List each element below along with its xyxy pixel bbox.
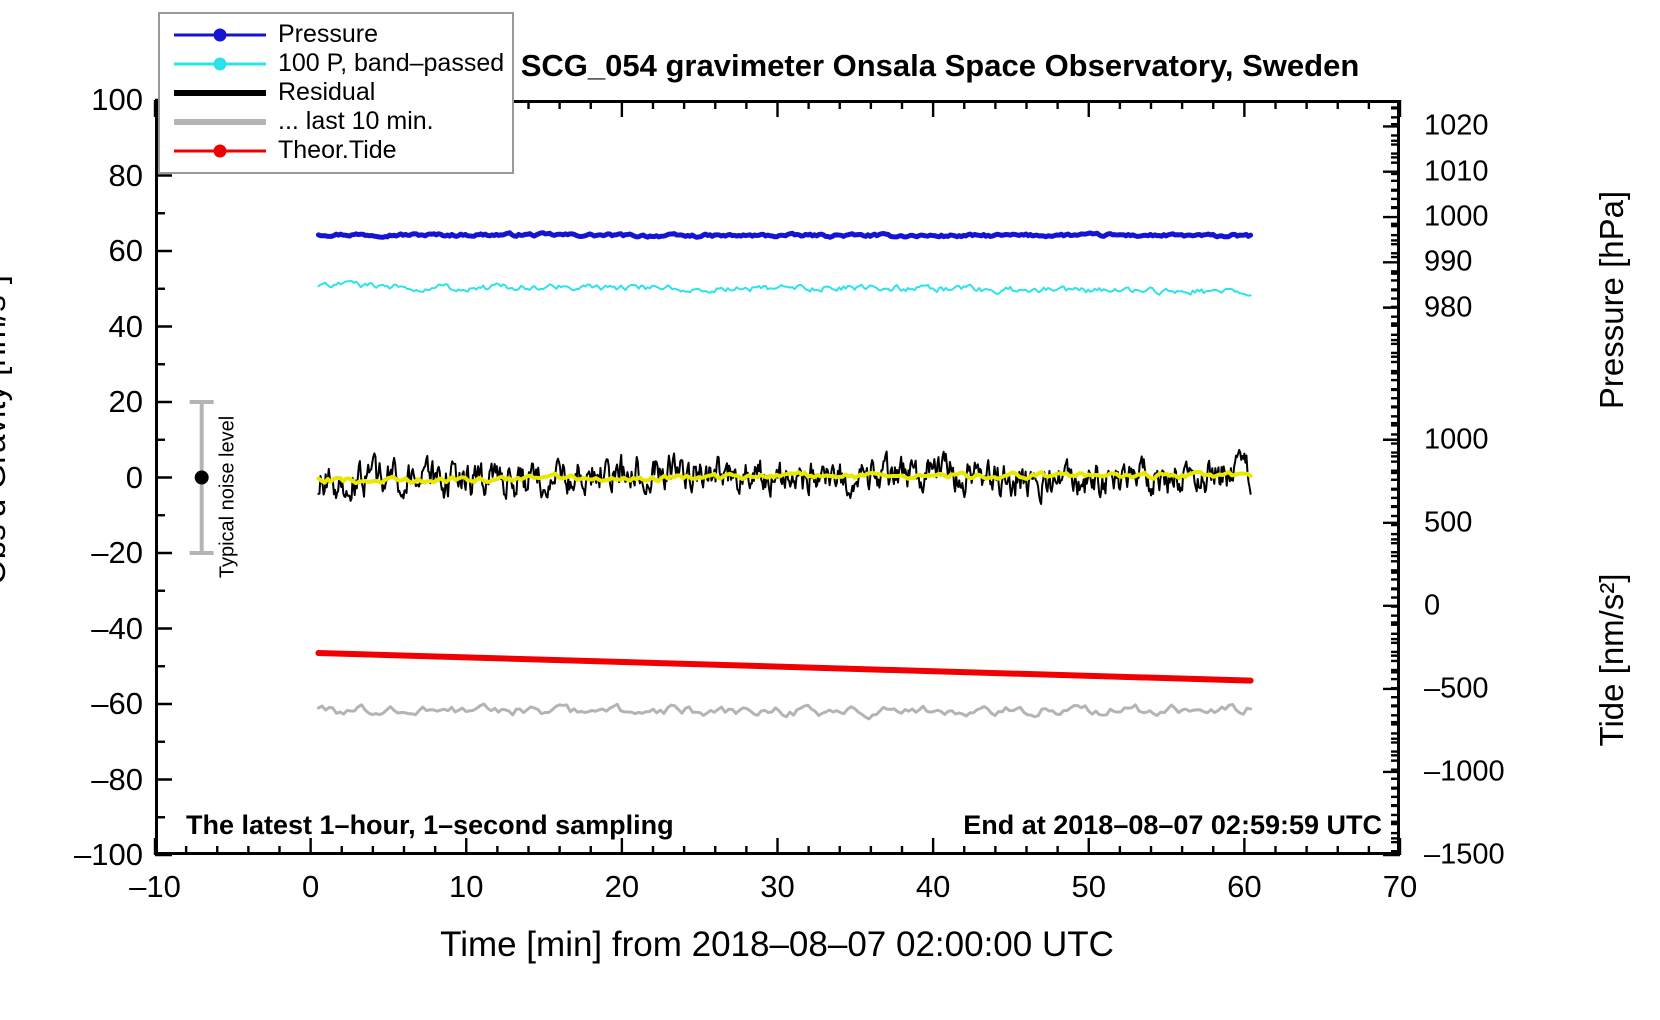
right-tick-label: 980 [1424,291,1473,324]
right-tick-label: –1000 [1424,755,1505,788]
legend-swatch-icon [174,110,266,134]
legend-swatch-icon [174,139,266,163]
legend-item-label: Theor.Tide [278,136,397,164]
legend-item-label: Pressure [278,20,379,48]
y-tick-label: –100 [74,837,143,872]
legend-swatch-icon [174,81,266,105]
tide-axis-title: Tide [nm/s²] [1593,573,1630,747]
series-line [315,650,1254,684]
right-tick-label: 990 [1424,245,1473,278]
y-tick-label: 60 [108,233,143,268]
legend-swatch-icon [174,52,266,76]
legend-marker-icon [213,57,227,70]
left-axis-ticks [155,98,172,857]
series-line [316,469,1253,486]
legend[interactable]: Pressure 100 P, band–passed Residual... la… [158,12,514,174]
y-tick-label: 0 [125,459,143,495]
x-tick-label: 30 [760,869,795,904]
x-tick-label: 60 [1227,869,1262,904]
y-tick-label: 100 [91,82,143,117]
x-axis-ticks [153,100,1402,855]
right-axis-ticks [1383,106,1400,857]
y-tick-label: –80 [91,761,143,797]
legend-item-label: 100 P, band–passed [278,49,505,77]
sampling-note: The latest 1–hour, 1–second sampling [186,810,674,840]
right-tick-label: 1000 [1424,423,1489,456]
legend-marker-icon [213,144,227,157]
legend-item[interactable]: ... last 10 min. [160,107,512,136]
x-tick-label: 10 [449,869,484,904]
legend-item[interactable]: Pressure [160,20,512,49]
x-axis-title: Time [min] from 2018–08–07 02:00:00 UTC [440,925,1114,964]
noise-level-label: Typical noise level [216,415,239,579]
x-tick-label: –10 [129,869,181,904]
legend-item[interactable]: 100 P, band–passed [160,49,512,78]
legend-marker-icon [213,28,227,41]
right-tick-label: –500 [1424,672,1489,705]
x-tick-label: 20 [604,869,640,904]
right-tick-label: 500 [1424,506,1473,539]
x-tick-label: 70 [1382,869,1418,904]
right-tick-label: 1000 [1424,200,1489,233]
x-tick-label: 0 [302,869,320,904]
end-time-note: End at 2018–08–07 02:59:59 UTC [963,810,1382,840]
y-tick-label: 80 [108,157,143,193]
x-tick-label: 40 [915,869,951,904]
legend-item[interactable]: Residual [160,78,512,107]
right-tick-label: 1020 [1424,109,1489,142]
legend-item-label: ... last 10 min. [278,107,434,135]
y-tick-label: 20 [108,384,143,419]
legend-item[interactable]: Theor.Tide [160,136,512,165]
pressure-axis-title: Pressure [hPa] [1593,190,1630,410]
annotation-layer [189,400,214,555]
y-tick-label: –20 [91,535,143,570]
y-tick-label: 40 [108,308,143,344]
right-tick-label: 1010 [1424,155,1489,188]
legend-item-label: Residual [278,78,376,106]
series-line [316,702,1253,721]
series-line [317,279,1252,297]
right-tick-label: 0 [1424,589,1441,622]
x-tick-label: 50 [1071,869,1106,904]
data-series-layer [315,230,1254,721]
y-tick-label: –60 [91,686,143,721]
y-tick-label: –40 [91,610,143,646]
series-line [315,230,1254,240]
chart-title: SCG_054 gravimeter Onsala Space Observat… [520,48,1360,83]
legend-swatch-icon [174,23,266,47]
right-tick-label: –1500 [1424,838,1505,871]
y-axis-title: Obs’d Gravity [nm/s²] [0,275,12,585]
